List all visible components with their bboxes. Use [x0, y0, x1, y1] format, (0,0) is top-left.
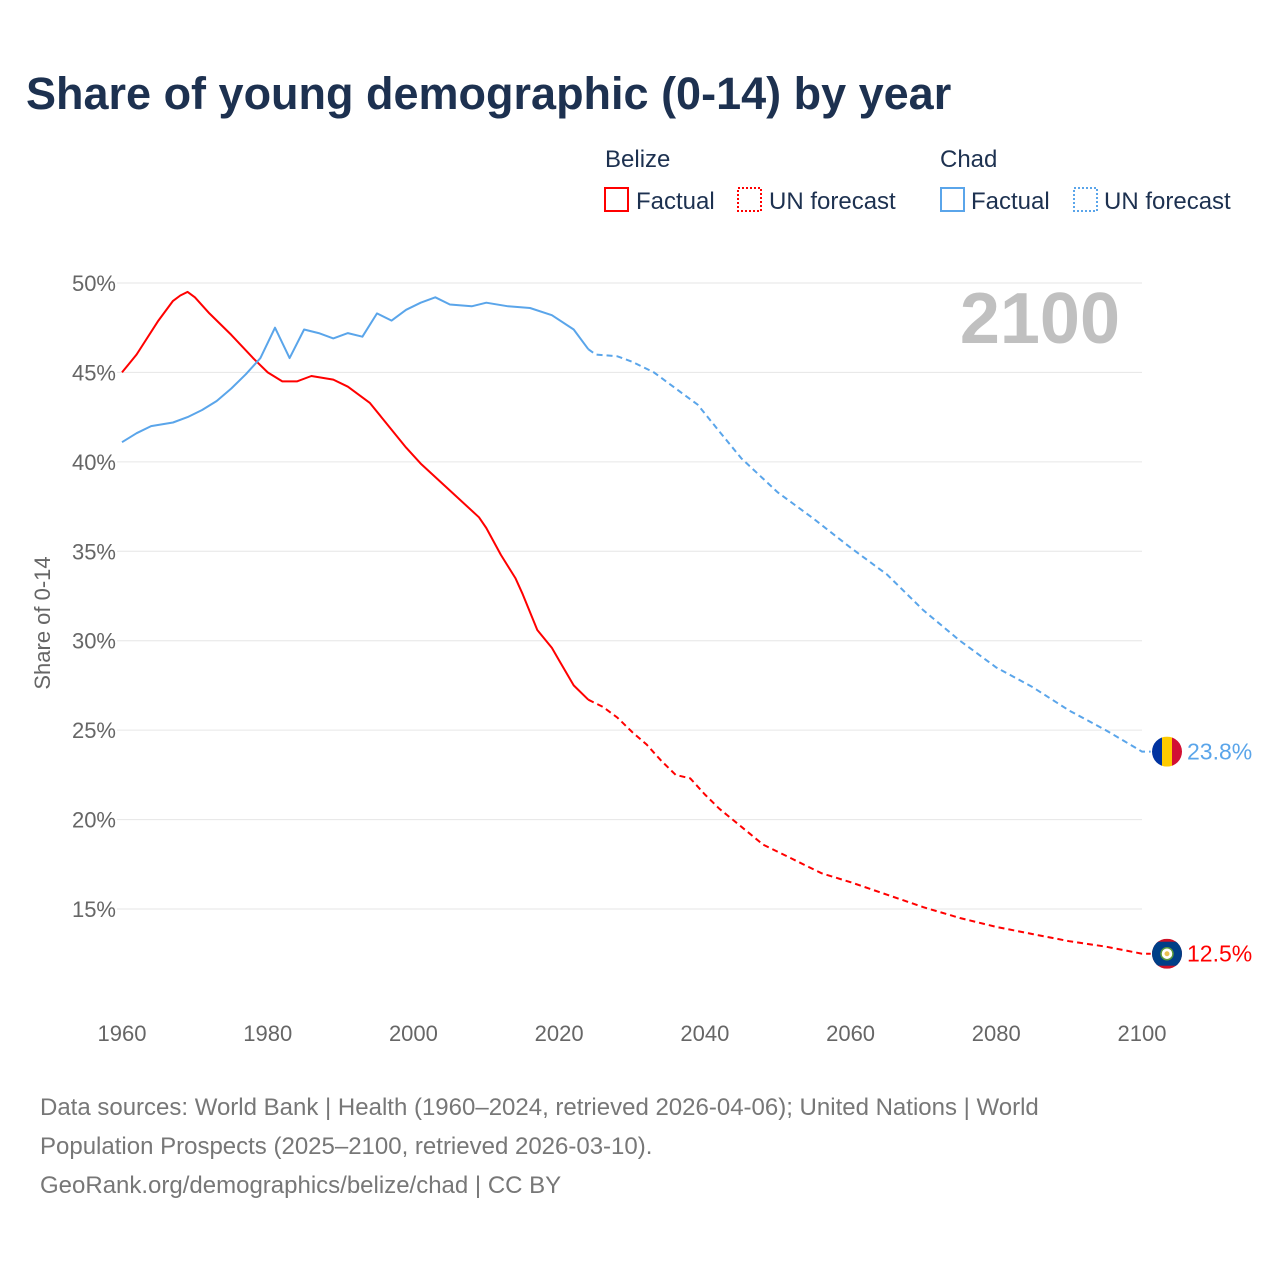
series-chad-factual-line [121, 296, 590, 444]
x-tick-label: 2080 [972, 1021, 1021, 1046]
belize-end-value-label: 12.5% [1187, 941, 1252, 967]
x-tick-label: 2040 [680, 1021, 729, 1046]
series-belize-factual-line [121, 290, 589, 701]
legend-swatch-chad-forecast [1073, 187, 1098, 212]
legend-label-belize-forecast: UN forecast [769, 188, 896, 215]
year-label: 2100 [960, 279, 1120, 359]
flag-emblem-center [1164, 951, 1170, 957]
flag-stripe [1172, 736, 1182, 767]
legend-group-belize: Belize [605, 146, 670, 173]
flag-stripe [1162, 736, 1172, 767]
y-tick-label: 15% [72, 897, 116, 922]
chad-flag-icon [1152, 736, 1182, 767]
y-axis-label: Share of 0-14 [30, 556, 55, 689]
chad-end-value-label: 23.8% [1187, 739, 1252, 765]
flag-stripe [1152, 736, 1162, 767]
x-tick-label: 2060 [826, 1021, 875, 1046]
footer-sources: Data sources: World Bank | Health (1960–… [40, 1088, 1190, 1205]
legend-label-chad-factual: Factual [971, 188, 1050, 215]
y-tick-label: 35% [72, 539, 116, 564]
y-tick-label: 25% [72, 718, 116, 743]
y-tick-label: 20% [72, 808, 116, 833]
belize-flag-icon [1152, 938, 1182, 969]
y-tick-label: 40% [72, 450, 116, 475]
legend-swatch-chad-factual [940, 187, 965, 212]
x-tick-label: 2000 [389, 1021, 438, 1046]
x-tick-label: 1980 [243, 1021, 292, 1046]
x-tick-label: 2020 [535, 1021, 584, 1046]
legend: Belize Factual UN forecast Chad Factual … [604, 146, 1231, 215]
legend-label-belize-factual: Factual [636, 188, 715, 215]
series-belize-forecast-line [587, 698, 1151, 955]
x-tick-label: 2100 [1118, 1021, 1167, 1046]
x-tick-label: 1960 [98, 1021, 147, 1046]
footer-link[interactable]: GeoRank.org/demographics/belize/chad | C… [40, 1172, 562, 1199]
footer-line-1: Data sources: World Bank | Health (1960–… [40, 1094, 1039, 1121]
y-tick-label: 30% [72, 629, 116, 654]
legend-swatch-belize-forecast [737, 187, 762, 212]
series-chad-forecast-line [587, 348, 1151, 753]
footer-line-2: Population Prospects (2025–2100, retriev… [40, 1133, 653, 1160]
legend-swatch-belize-factual [604, 187, 629, 212]
legend-label-chad-forecast: UN forecast [1104, 188, 1231, 215]
y-tick-label: 50% [72, 271, 116, 296]
y-tick-label: 45% [72, 360, 116, 385]
legend-group-chad: Chad [940, 146, 997, 173]
chart-title: Share of young demographic (0-14) by yea… [26, 68, 952, 119]
